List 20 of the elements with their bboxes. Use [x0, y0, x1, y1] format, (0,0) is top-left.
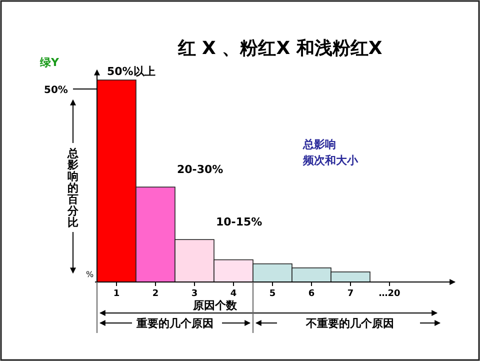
x-tick-label: 4: [230, 289, 237, 299]
text: %: [86, 270, 94, 279]
annotation: 10-15%: [216, 216, 262, 229]
text: 50%: [44, 85, 68, 96]
annotation: 20-30%: [177, 163, 224, 176]
y-axis-title: 总影响的百分比: [66, 147, 80, 229]
annotation: 总影响频次和大小: [302, 138, 359, 167]
x-tick-label: 1: [113, 289, 120, 299]
annotation: 50%以上: [107, 65, 156, 78]
x-tick-label: 7: [347, 289, 354, 299]
x-tick-label: 2: [152, 289, 159, 299]
x-tick-label: …20: [378, 289, 400, 299]
text: 绿Y: [39, 56, 60, 69]
x-tick-label: 6: [308, 289, 315, 299]
text: 重要的几个原因: [136, 317, 214, 330]
text: 不重要的几个原因: [305, 317, 394, 330]
x-axis-title: 原因个数: [192, 299, 238, 312]
x-tick-label: 5: [269, 289, 276, 299]
chart-title: 红 X 、粉红X 和浅粉红X: [176, 38, 382, 59]
x-tick-label: 3: [191, 289, 198, 299]
